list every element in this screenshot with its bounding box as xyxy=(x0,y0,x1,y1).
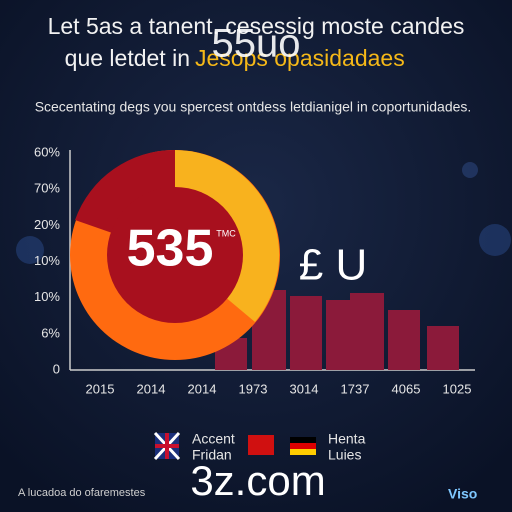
legend-label: Luies xyxy=(328,447,361,463)
bar xyxy=(350,293,384,370)
y-label: 60% xyxy=(34,144,60,159)
flag xyxy=(290,443,316,449)
x-label: 3014 xyxy=(290,381,319,396)
currency: £ U xyxy=(299,241,367,290)
y-label: 70% xyxy=(34,181,60,196)
bokeh xyxy=(462,162,478,178)
y-labels: 60% 70% 20% 10% 10% 6% 0 xyxy=(34,144,60,376)
donut: 535 TMC xyxy=(70,149,280,360)
bar xyxy=(290,296,322,370)
x-labels: 2015 2014 2014 1973 3014 1737 4065 1025 xyxy=(86,381,472,396)
site: 3z.com xyxy=(190,457,325,504)
title-highlight: Jesops opasidadaes xyxy=(195,45,405,71)
flag xyxy=(290,449,316,455)
donut-hole xyxy=(107,187,243,323)
bar xyxy=(427,326,459,370)
bokeh xyxy=(16,236,44,264)
flag xyxy=(155,433,179,459)
watermark: 55uo xyxy=(212,22,301,66)
y-label: 10% xyxy=(34,289,60,304)
y-label: 0 xyxy=(53,361,60,376)
brand: Viso xyxy=(448,486,477,502)
title: Let 5as a tanent. cesessig moste candes xyxy=(48,13,465,39)
legend-label: Henta xyxy=(328,431,366,447)
flag xyxy=(290,437,316,443)
x-label: 2014 xyxy=(188,381,217,396)
x-label: 4065 xyxy=(392,381,421,396)
x-label: 2015 xyxy=(86,381,115,396)
donut-center: 535 xyxy=(127,220,214,278)
footer-text: A lucadoa do ofaremestes xyxy=(18,487,146,499)
x-label: 1025 xyxy=(443,381,472,396)
donut-small: TMC xyxy=(216,228,236,238)
bokeh xyxy=(479,224,511,256)
x-label: 1973 xyxy=(239,381,268,396)
y-label: 10% xyxy=(34,253,60,268)
bar xyxy=(326,300,352,370)
y-label: 6% xyxy=(41,325,60,340)
flag xyxy=(248,435,274,455)
bar xyxy=(388,310,420,370)
legend: Accent Fridan Henta Luies xyxy=(153,431,366,463)
legend-label: Fridan xyxy=(192,447,232,463)
bars xyxy=(215,290,459,370)
title: que letdet in xyxy=(65,45,190,71)
x-label: 2014 xyxy=(137,381,166,396)
legend-label: Accent xyxy=(192,431,235,447)
x-label: 1737 xyxy=(341,381,370,396)
y-label: 20% xyxy=(34,217,60,232)
subtitle: Scecentating degs you spercest ontdess l… xyxy=(35,99,472,115)
